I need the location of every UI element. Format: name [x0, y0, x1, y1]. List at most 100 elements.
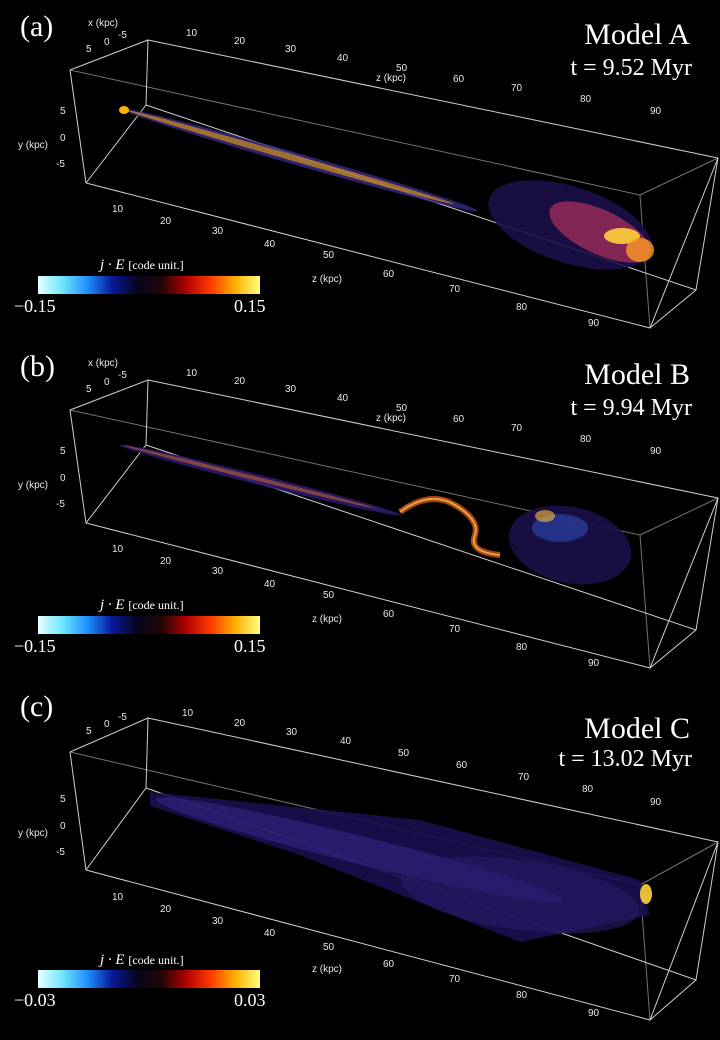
z-tick: 60 — [453, 74, 465, 85]
z-tick: 80 — [516, 642, 528, 653]
z-tick: 80 — [582, 784, 594, 795]
z-tick: 90 — [650, 797, 662, 808]
simulation-render: 5 0 -5 y (kpc) 5 0 -5 10 20 30 40 50 60 … — [18, 708, 719, 1021]
y-tick: -5 — [56, 159, 65, 170]
z-tick: 50 — [396, 403, 408, 414]
z-tick: 70 — [449, 974, 461, 985]
z-tick: 30 — [285, 44, 297, 55]
colorbar-unit: [code unit.] — [128, 598, 184, 612]
colorbar-min-label: −0.15 — [14, 636, 56, 656]
z-tick: 50 — [396, 63, 408, 74]
y-axis-label: y (kpc) — [18, 140, 48, 151]
model-time: t = 13.02 Myr — [558, 746, 692, 772]
z-tick: 90 — [588, 318, 600, 329]
colorbar — [38, 616, 260, 634]
z-tick: 10 — [186, 28, 198, 39]
y-axis: y (kpc) 5 0 -5 — [18, 106, 66, 170]
panel-model-c: (c) Model C t = 13.02 Myr 5 0 -5 y (kpc)… — [0, 680, 720, 1040]
panel-model-b: (b) Model B t = 9.94 Myr x (kpc) 5 0 -5 … — [0, 340, 720, 680]
z-tick: 40 — [337, 393, 349, 404]
z-axis-bottom: z (kpc) 10 20 30 40 50 60 70 80 90 — [112, 892, 600, 1019]
z-tick: 10 — [182, 708, 194, 719]
z-tick: 50 — [323, 250, 335, 261]
z-tick: 90 — [650, 446, 662, 457]
x-axis: x (kpc) 5 0 -5 — [86, 358, 127, 395]
jet-emission — [119, 106, 654, 270]
x-tick: 0 — [104, 37, 110, 48]
colorbar-title: j · E [code unit.] — [100, 257, 184, 274]
z-tick: 20 — [234, 718, 246, 729]
x-tick: 5 — [86, 384, 92, 395]
z-axis-label: z (kpc) — [312, 274, 342, 285]
colorbar-max-label: 0.15 — [234, 296, 266, 316]
y-tick: 5 — [60, 446, 66, 457]
x-tick: -5 — [118, 30, 127, 41]
panel-label: (b) — [20, 350, 55, 383]
y-tick: -5 — [56, 499, 65, 510]
bounding-box — [69, 717, 719, 1021]
y-axis: y (kpc) 5 0 -5 — [18, 446, 66, 510]
colorbar — [38, 970, 260, 988]
z-axis-top: z (kpc) 10 20 30 40 50 60 70 80 90 — [186, 368, 662, 457]
z-tick: 90 — [650, 106, 662, 117]
bounding-box — [69, 39, 719, 329]
model-title: Model C — [584, 712, 690, 745]
z-tick: 20 — [234, 36, 246, 47]
x-axis: 5 0 -5 — [86, 712, 127, 737]
x-tick: -5 — [118, 712, 127, 723]
x-tick: 5 — [86, 44, 92, 55]
colorbar-unit: [code unit.] — [128, 258, 184, 272]
z-tick: 40 — [264, 928, 276, 939]
bounding-box — [69, 379, 719, 669]
z-axis-label: z (kpc) — [376, 73, 406, 84]
z-axis-label: z (kpc) — [312, 964, 342, 975]
colorbar-max-label: 0.03 — [234, 990, 266, 1010]
model-title: Model B — [584, 358, 690, 391]
simulation-render: x (kpc) 5 0 -5 y (kpc) 5 0 -5 z (kpc) 10… — [18, 358, 719, 669]
y-axis: y (kpc) 5 0 -5 — [18, 794, 66, 858]
z-tick: 30 — [286, 727, 298, 738]
y-tick: 5 — [60, 106, 66, 117]
x-tick: 0 — [104, 377, 110, 388]
colorbar — [38, 276, 260, 294]
z-tick: 40 — [337, 53, 349, 64]
panel-label: (a) — [20, 10, 54, 43]
z-tick: 30 — [212, 226, 224, 237]
z-tick: 30 — [212, 566, 224, 577]
z-tick: 50 — [398, 748, 410, 759]
z-axis-bottom: z (kpc) 10 20 30 40 50 60 70 80 90 — [112, 544, 600, 669]
y-tick: 0 — [60, 133, 66, 144]
y-tick: 0 — [60, 473, 66, 484]
z-tick: 20 — [234, 376, 246, 387]
z-axis-bottom: z (kpc) 10 20 30 40 50 60 70 80 90 — [112, 204, 600, 329]
z-tick: 70 — [449, 284, 461, 295]
colorbar-quantity: j · E — [100, 597, 125, 613]
jet-emission — [150, 792, 652, 942]
z-tick: 80 — [580, 94, 592, 105]
model-time: t = 9.52 Myr — [570, 55, 692, 81]
x-axis: x (kpc) 5 0 -5 — [86, 18, 127, 55]
z-tick: 70 — [518, 772, 530, 783]
z-tick: 80 — [516, 990, 528, 1001]
simulation-render: x (kpc) 5 0 -5 y (kpc) 5 0 -5 z (kpc) 10… — [18, 18, 719, 329]
colorbar-quantity: j · E — [100, 257, 125, 273]
x-tick: -5 — [118, 370, 127, 381]
z-tick: 80 — [516, 302, 528, 313]
z-tick: 70 — [511, 83, 523, 94]
z-tick: 80 — [580, 434, 592, 445]
x-axis-label: x (kpc) — [88, 358, 118, 369]
jet-emission — [119, 444, 632, 585]
panel-label: (c) — [20, 690, 54, 723]
z-tick: 90 — [588, 658, 600, 669]
z-tick: 90 — [588, 1008, 600, 1019]
z-tick: 20 — [160, 556, 172, 567]
z-tick: 50 — [323, 942, 335, 953]
z-tick: 60 — [383, 959, 395, 970]
z-tick: 60 — [453, 414, 465, 425]
colorbar-min-label: −0.03 — [14, 990, 56, 1010]
z-tick: 10 — [186, 368, 198, 379]
colorbar-title: j · E [code unit.] — [100, 952, 184, 969]
z-tick: 70 — [511, 423, 523, 434]
z-tick: 60 — [383, 609, 395, 620]
colorbar-min-label: −0.15 — [14, 296, 56, 316]
